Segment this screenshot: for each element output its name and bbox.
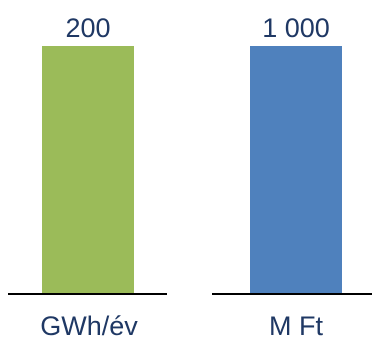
unit-label-energy: GWh/év <box>40 311 138 338</box>
value-label-energy: 200 <box>65 13 110 43</box>
bar-cost <box>250 46 342 294</box>
unit-label-cost: M Ft <box>269 311 323 338</box>
panel-energy: 200 GWh/év <box>8 13 167 338</box>
bar-energy <box>42 46 134 294</box>
panel-cost: 1 000 M Ft <box>212 13 372 338</box>
value-label-cost: 1 000 <box>262 13 330 43</box>
